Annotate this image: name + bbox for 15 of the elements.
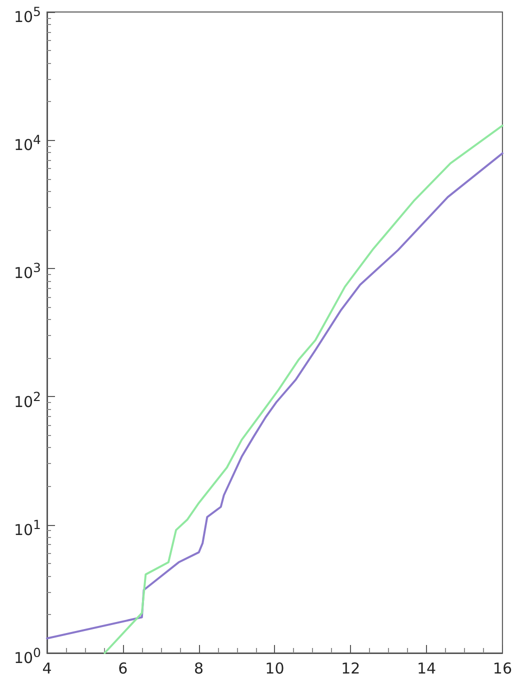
x-tick-label: 6 [118, 660, 128, 678]
line-series [46, 152, 504, 640]
x-tick-label: 16 [492, 660, 512, 678]
x-tick-label: 8 [194, 660, 204, 678]
y-tick-label: 10$^{0}$ [14, 644, 41, 668]
y-tick-label: 10$^{2}$ [14, 388, 41, 412]
x-tick-label: 4 [42, 660, 52, 678]
y-tick-label: 10$^{1}$ [14, 516, 41, 540]
line-series [104, 124, 504, 654]
x-tick-label: 10 [265, 660, 284, 678]
y-tick-label: 10$^{5}$ [14, 3, 41, 27]
x-tick-label: 14 [417, 660, 436, 678]
x-tick-label: 12 [341, 660, 360, 678]
y-tick-label: 10$^{3}$ [14, 259, 41, 284]
y-tick-label: 10$^{4}$ [14, 131, 41, 156]
